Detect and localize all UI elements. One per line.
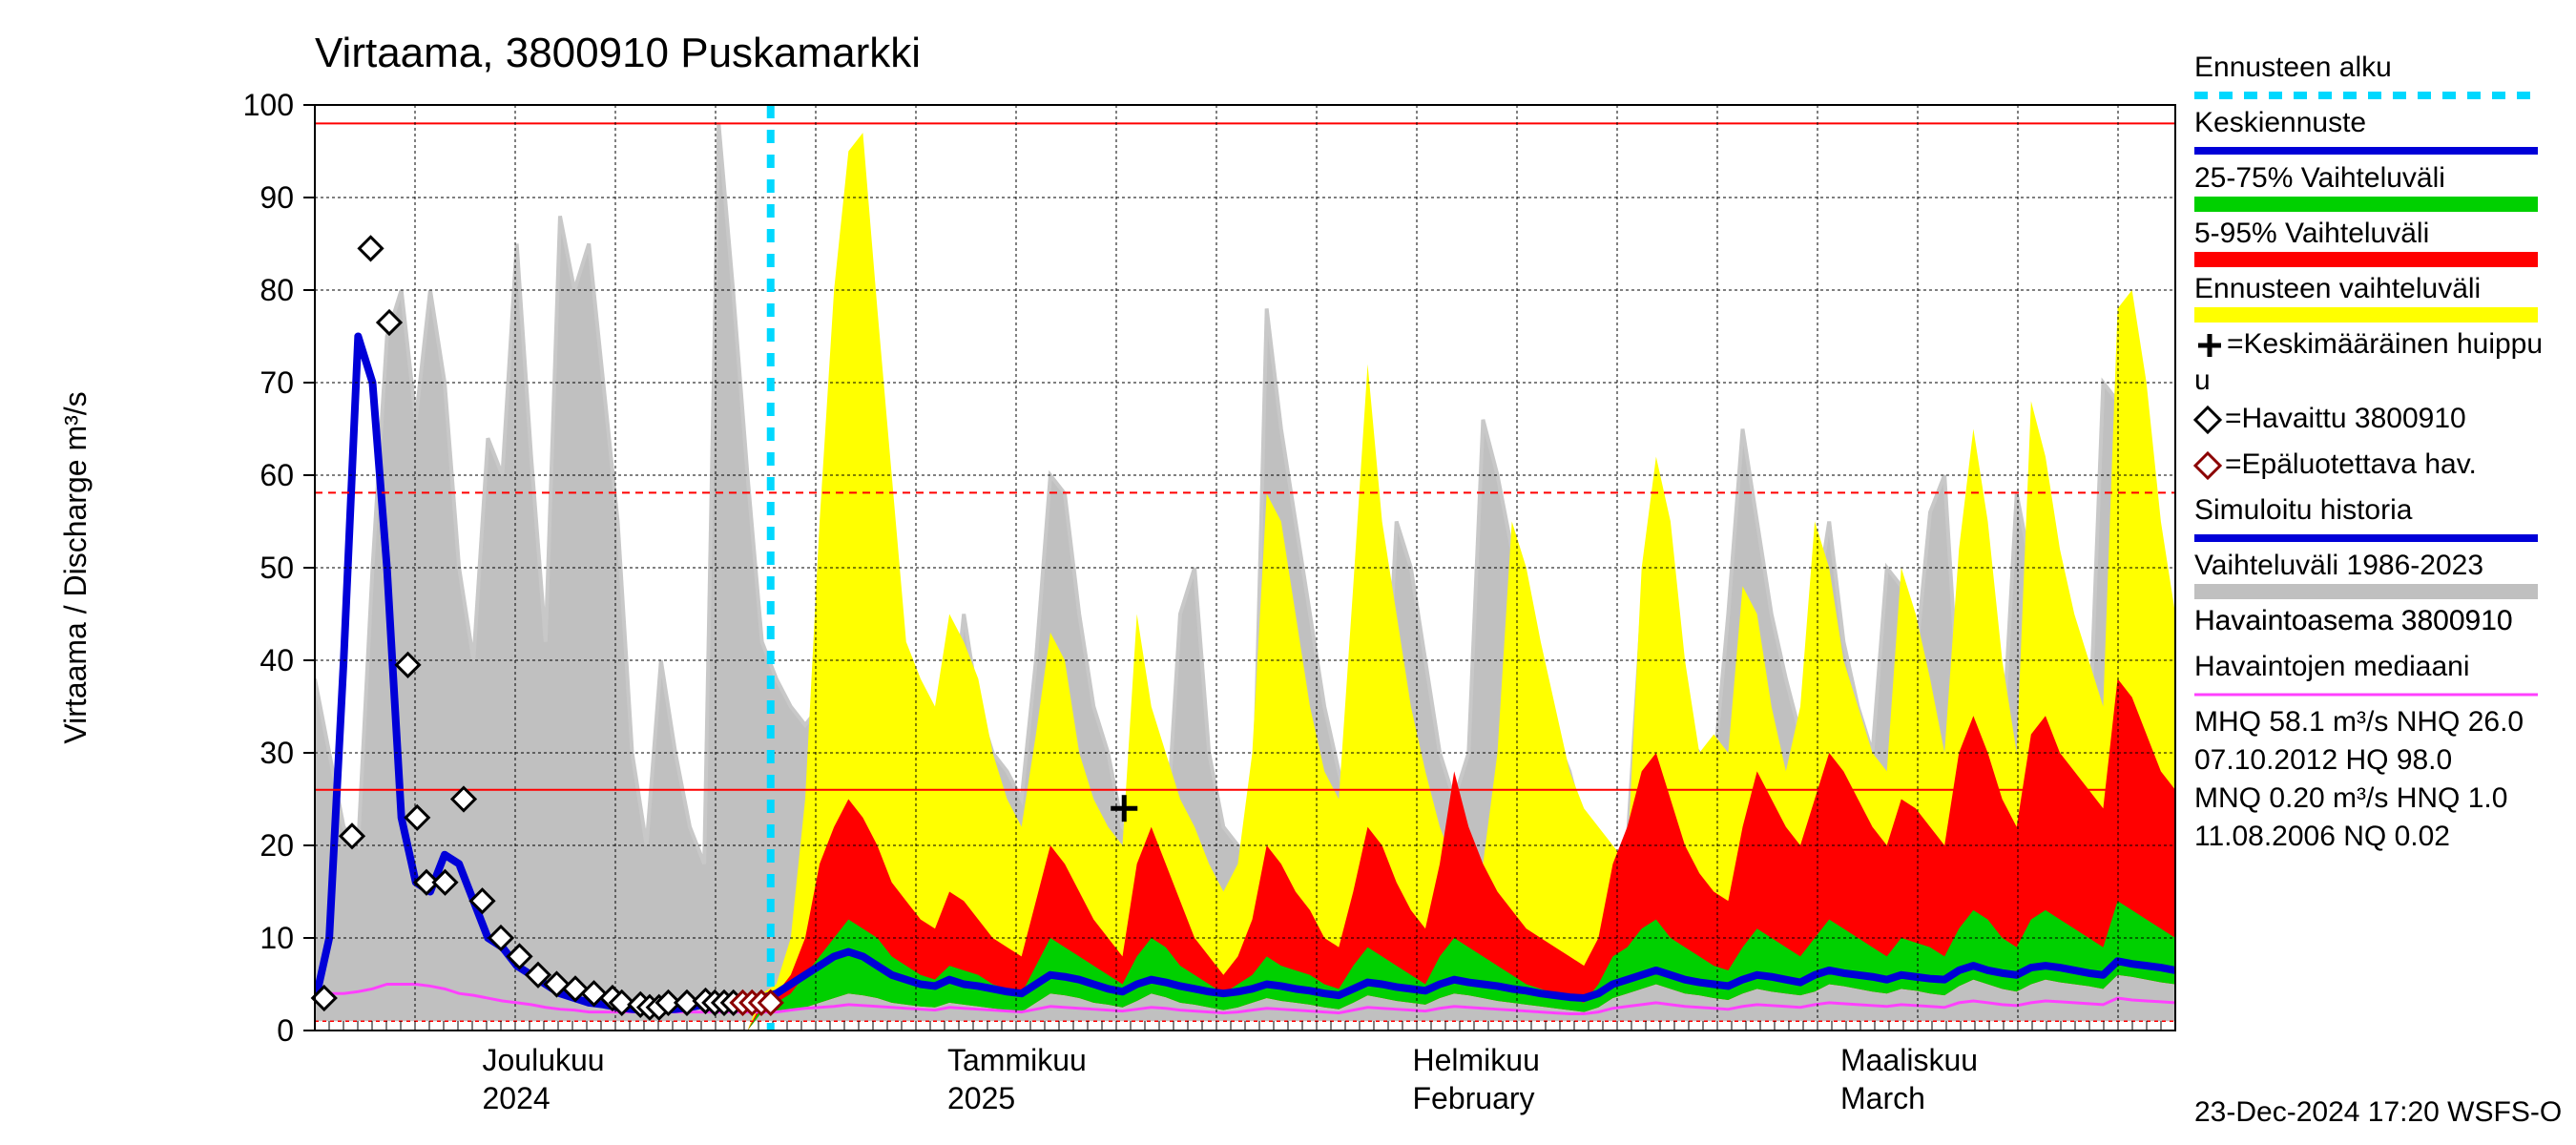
- y-axis-label: Virtaama / Discharge m³/s: [58, 391, 93, 743]
- y-tick-label: 30: [260, 736, 294, 770]
- svg-text:u: u: [2194, 364, 2211, 396]
- month-label-fi: Helmikuu: [1413, 1043, 1540, 1077]
- month-label-fi: Maaliskuu: [1840, 1043, 1978, 1077]
- legend-label: Keskiennuste: [2194, 107, 2366, 138]
- legend-label: Simuloitu historia: [2194, 494, 2413, 526]
- stats-text: 07.10.2012 HQ 98.0: [2194, 744, 2452, 776]
- month-label-fi: Joulukuu: [483, 1043, 605, 1077]
- stats-text: MHQ 58.1 m³/s NHQ 26.0: [2194, 706, 2524, 738]
- legend-label: Havaintoasema 3800910: [2194, 605, 2513, 636]
- chart-svg: 0 10 20 30 40 50 60 70 80 90 100 Virtaama / Dischar…: [0, 0, 2576, 1145]
- legend-label: =Havaittu 3800910: [2225, 403, 2466, 434]
- y-tick-label: 20: [260, 828, 294, 863]
- timestamp: 23-Dec-2024 17:20 WSFS-O: [2194, 1096, 2562, 1128]
- y-tick-label: 10: [260, 921, 294, 955]
- month-label-en: March: [1840, 1081, 1925, 1115]
- y-tick-label: 0: [277, 1013, 294, 1048]
- month-label-en: 2025: [947, 1081, 1015, 1115]
- legend-label: Havaintojen mediaani: [2194, 651, 2470, 682]
- y-tick-label: 40: [260, 643, 294, 677]
- legend-label: 25-75% Vaihteluväli: [2194, 162, 2445, 194]
- y-tick-label: 60: [260, 458, 294, 492]
- month-label-en: 2024: [483, 1081, 551, 1115]
- y-tick-label: 70: [260, 365, 294, 400]
- y-tick-label: 50: [260, 551, 294, 585]
- chart-title: Virtaama, 3800910 Puskamarkki: [315, 30, 921, 76]
- stats-text: 11.08.2006 NQ 0.02: [2194, 821, 2450, 852]
- legend-label: 5-95% Vaihteluväli: [2194, 218, 2429, 249]
- y-tick-label: 80: [260, 273, 294, 307]
- discharge-forecast-chart: 0 10 20 30 40 50 60 70 80 90 100 Virtaama / Dischar…: [0, 0, 2576, 1145]
- y-tick-label: 100: [243, 88, 294, 122]
- month-label-fi: Tammikuu: [947, 1043, 1087, 1077]
- y-tick-label: 90: [260, 180, 294, 215]
- legend-label: Vaihteluväli 1986-2023: [2194, 550, 2483, 581]
- legend-label: Ennusteen vaihteluväli: [2194, 273, 2481, 304]
- stats-text: MNQ 0.20 m³/s HNQ 1.0: [2194, 782, 2507, 814]
- legend-label: =Epäluotettava hav.: [2225, 448, 2477, 480]
- legend-label: Ennusteen alku: [2194, 52, 2392, 83]
- month-label-en: February: [1413, 1081, 1535, 1115]
- legend-label: =Keskimääräinen huippu: [2227, 328, 2543, 360]
